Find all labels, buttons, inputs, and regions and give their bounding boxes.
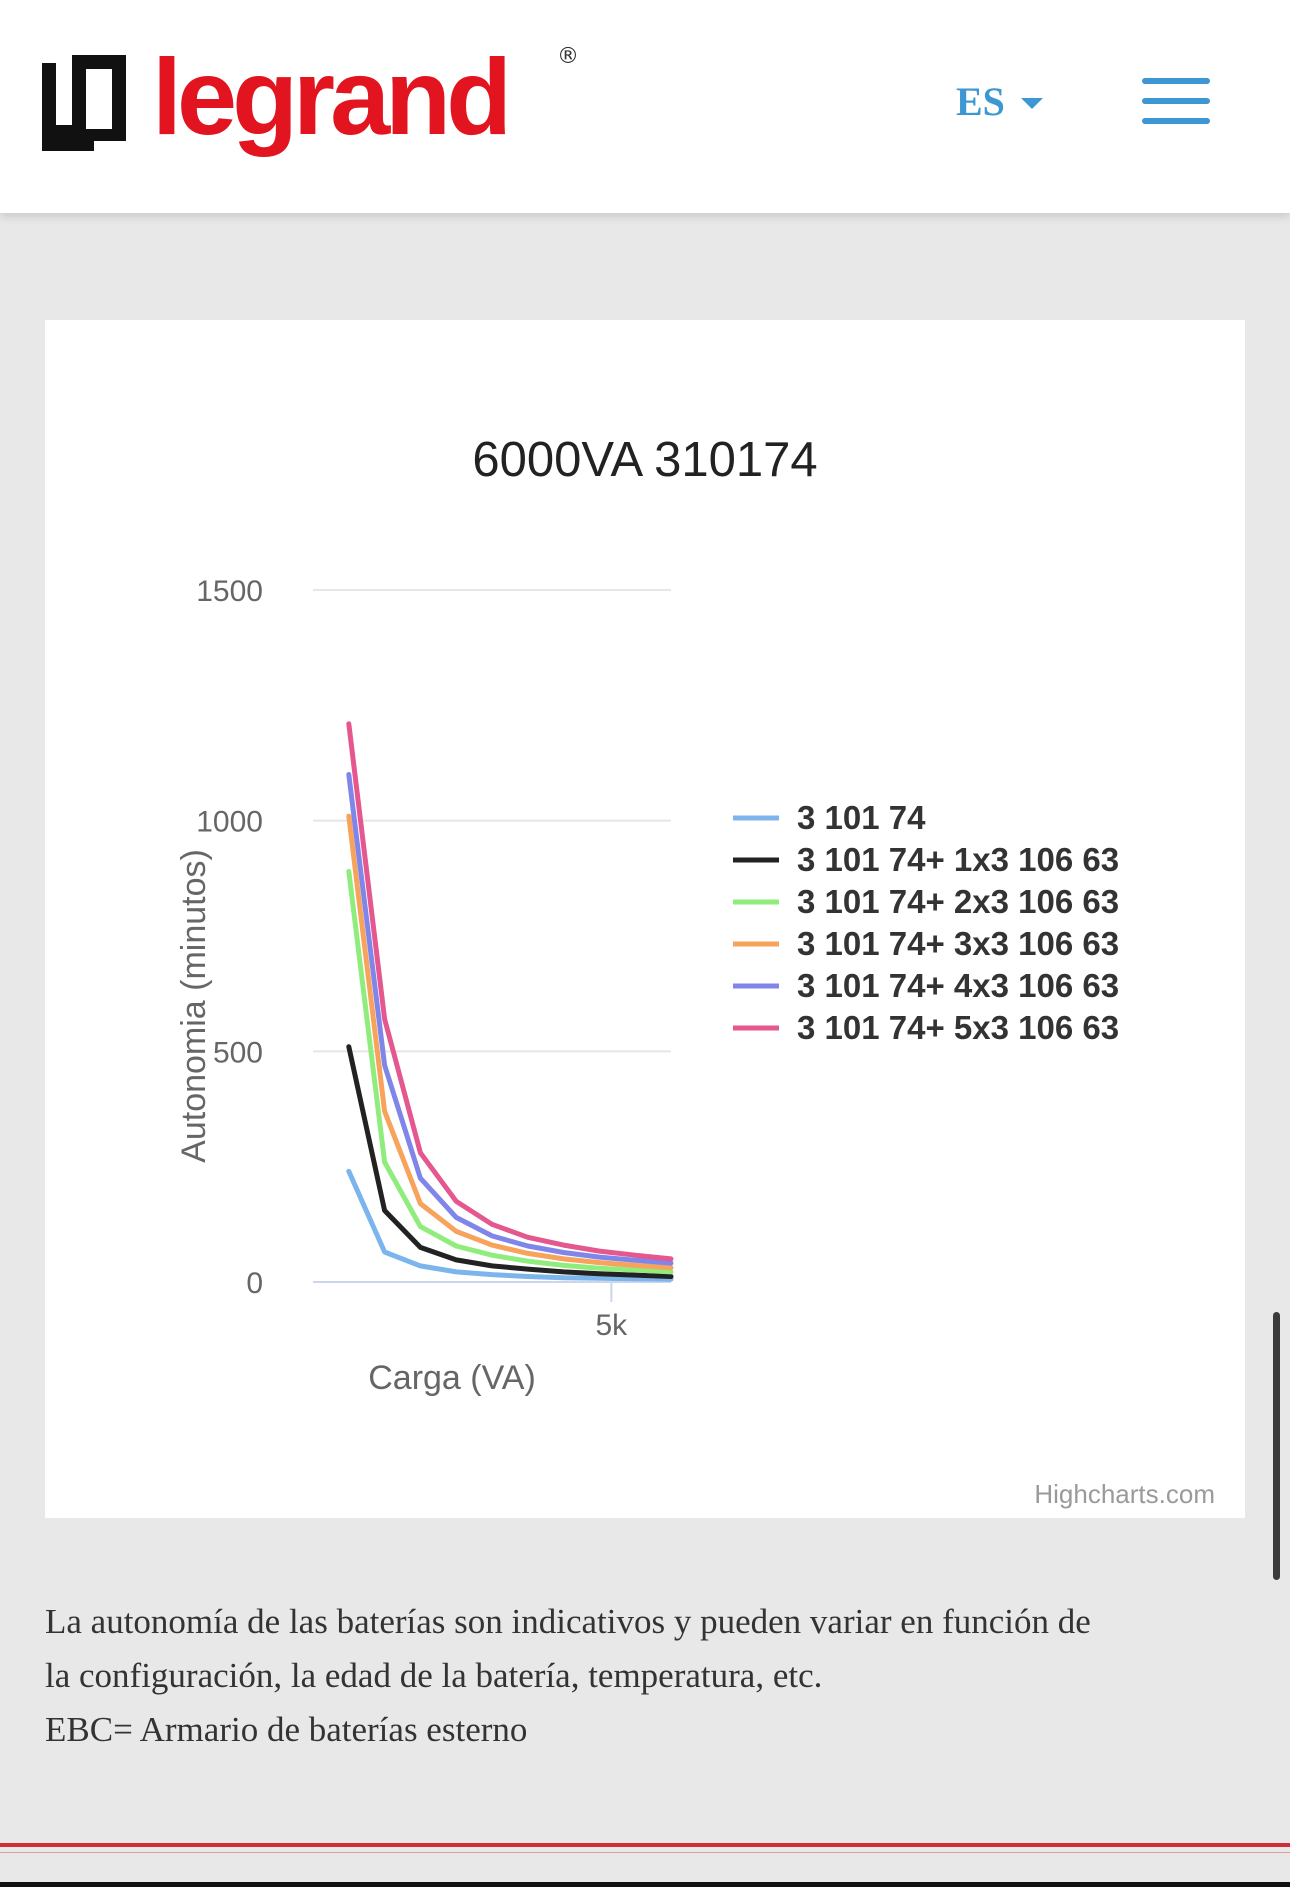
disclaimer-note: La autonomía de las baterías son indicat… <box>45 1595 1245 1757</box>
legend-item-label: 3 101 74+ 1x3 106 63 <box>797 841 1119 878</box>
legend-item-label: 3 101 74+ 2x3 106 63 <box>797 883 1119 920</box>
legrand-logo[interactable]: legrand ® <box>42 36 579 168</box>
highcharts-credits-link[interactable]: Highcharts.com <box>1034 1479 1215 1509</box>
footer-divider <box>0 1843 1290 1847</box>
x-tick-label: 5k <box>595 1309 628 1342</box>
legend-item-label: 3 101 74+ 4x3 106 63 <box>797 967 1119 1004</box>
series-line-6 <box>346 721 674 1262</box>
note-line: La autonomía de las baterías son indicat… <box>45 1602 1091 1641</box>
y-tick-label: 1000 <box>196 806 263 839</box>
y-tick-label: 500 <box>213 1036 263 1069</box>
site-header: legrand ® ES <box>0 0 1290 213</box>
chart-card: 6000VA 310174 0 500 1000 1500 5k Carga (VA) Au… <box>45 320 1245 1518</box>
legrand-logo-mark-icon <box>42 55 126 151</box>
series-line-4 <box>346 813 674 1271</box>
series-line-2 <box>346 1044 674 1279</box>
menu-bar <box>1142 118 1210 124</box>
y-tick-label: 1500 <box>196 575 263 608</box>
hamburger-menu-icon[interactable] <box>1142 78 1210 124</box>
bottom-bar <box>0 1882 1290 1887</box>
x-axis-title: Carga (VA) <box>368 1359 536 1397</box>
language-label: ES <box>956 79 1005 124</box>
footer-divider-thin <box>0 1852 1290 1853</box>
y-tick-label: 0 <box>246 1267 263 1300</box>
note-line: la configuración, la edad de la batería,… <box>45 1656 823 1695</box>
legend-item-label: 3 101 74+ 5x3 106 63 <box>797 1009 1119 1046</box>
note-line: EBC= Armario de baterías esterno <box>45 1710 528 1749</box>
chart-title: 6000VA 310174 <box>472 433 818 487</box>
legend-item-label: 3 101 74+ 3x3 106 63 <box>797 925 1119 962</box>
registered-mark: ® <box>557 44 579 69</box>
legend-item-label: 3 101 74 <box>797 799 926 836</box>
caret-down-icon <box>1020 98 1043 109</box>
language-selector[interactable]: ES <box>956 78 1043 125</box>
brand-name: legrand <box>152 36 512 157</box>
series-line-3 <box>346 868 674 1275</box>
menu-bar <box>1142 98 1210 104</box>
menu-bar <box>1142 78 1210 84</box>
series-line-1 <box>346 1168 674 1282</box>
battery-autonomy-chart: 0 500 1000 1500 5k Carga (VA) Autonomia (minut… <box>175 575 1119 1397</box>
series-line-5 <box>346 772 674 1266</box>
page-scrollbar[interactable] <box>1273 1312 1280 1580</box>
y-axis-title: Autonomia (minutos) <box>175 849 213 1163</box>
